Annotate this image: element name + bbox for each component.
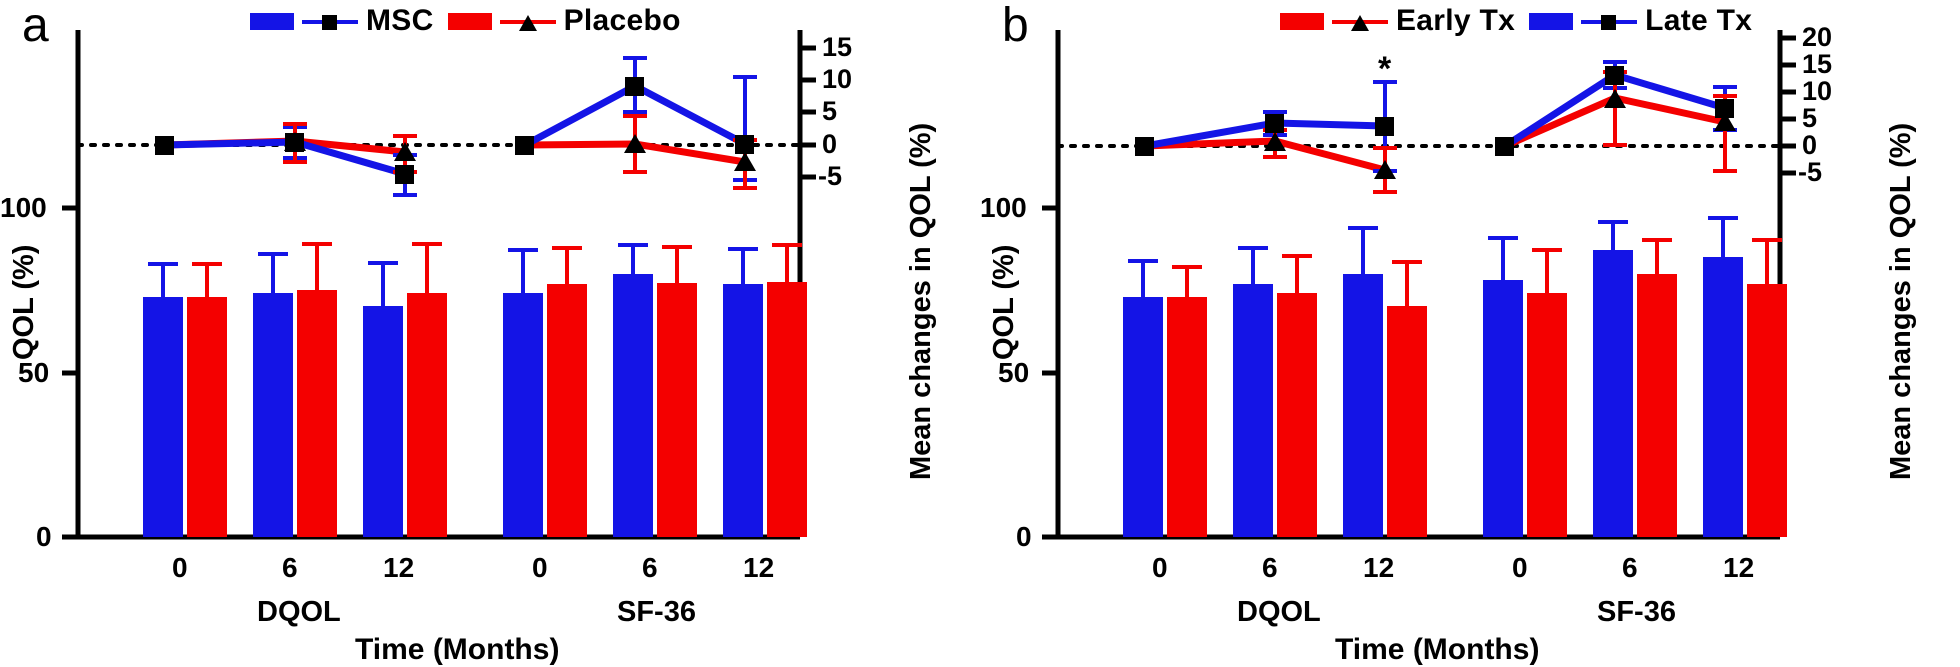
panel-b-ytick-100: 100 <box>980 192 1027 223</box>
panel-b-xtick-sf36-12: 12 <box>1723 552 1755 583</box>
panel-a-y2tick-15: 15 <box>822 32 853 62</box>
panel-a-ytick-50: 50 <box>18 357 50 388</box>
legend-line-early-tx <box>1332 11 1388 31</box>
panel-b-xtick-sf36-6: 6 <box>1622 552 1638 583</box>
panel-b-plot <box>1042 30 1796 540</box>
triangle-marker-icon <box>518 15 537 31</box>
legend-bar-swatch-late-tx <box>1529 12 1574 30</box>
legend-label-msc: MSC <box>366 4 434 37</box>
panel-a-xtick-sf36-0: 0 <box>532 552 548 583</box>
panel-a-y2tick-0: 0 <box>822 129 838 159</box>
triangle-marker-icon <box>1351 15 1369 31</box>
panel-b-group-sf36: SF-36 <box>1597 596 1676 628</box>
legend-line-placebo <box>499 11 556 31</box>
panel-b-xaxis-title: Time (Months) <box>1335 633 1540 666</box>
panel-a-y2tick-5: 5 <box>822 96 838 126</box>
panel-b-xtick-dqol-12: 12 <box>1363 552 1395 583</box>
panel-b-xtick-sf36-0: 0 <box>1512 552 1528 583</box>
panel-b-letter: b <box>1002 0 1029 52</box>
panel-a-letter: a <box>22 0 49 52</box>
panel-a-ytick-0: 0 <box>36 521 52 552</box>
panel-b-y2tick-20: 20 <box>1802 22 1833 52</box>
panel-a-yaxis-title: QOL (%) <box>8 244 40 360</box>
square-marker-icon <box>322 15 337 30</box>
panel-a: a MSC Placebo <box>0 0 980 667</box>
panel-a-ytick-100: 100 <box>0 192 47 223</box>
panel-b-xtick-dqol-6: 6 <box>1262 552 1278 583</box>
panel-a-xtick-sf36-12: 12 <box>743 552 775 583</box>
panel-a-y2tick-10: 10 <box>822 64 853 94</box>
panel-a-y2axis-title: Mean changes in QOL (%) <box>905 122 937 480</box>
legend-line-late-tx <box>1581 11 1638 31</box>
panel-b-group-dqol: DQOL <box>1237 596 1321 628</box>
panel-a-group-dqol: DQOL <box>257 596 341 628</box>
panel-b: b Early Tx Late Tx <box>980 0 1960 667</box>
panel-a-plot <box>62 30 816 540</box>
panel-b-y2axis-title: Mean changes in QOL (%) <box>1885 122 1917 480</box>
panel-b-yaxis-title: QOL (%) <box>988 244 1020 360</box>
legend-bar-swatch-early-tx <box>1280 12 1324 30</box>
panel-a-xtick-dqol-6: 6 <box>282 552 298 583</box>
panel-a-y2tick-n5: -5 <box>818 161 843 191</box>
legend-entry-late-tx: Late Tx <box>1529 4 1752 38</box>
legend-entry-early-tx: Early Tx <box>1280 4 1515 38</box>
panel-b-y2tick-15: 15 <box>1802 49 1833 79</box>
panel-a-xtick-dqol-12: 12 <box>383 552 415 583</box>
panel-a-xaxis-title: Time (Months) <box>355 633 560 666</box>
legend-entry-msc: MSC <box>250 4 434 38</box>
panel-b-y2tick-5: 5 <box>1802 103 1818 133</box>
panel-a-xtick-dqol-0: 0 <box>172 552 188 583</box>
panel-b-legend: Early Tx Late Tx <box>1280 4 1752 38</box>
panel-a-legend: MSC Placebo <box>250 4 681 38</box>
panel-b-y2tick-10: 10 <box>1802 76 1833 106</box>
legend-label-early-tx: Early Tx <box>1396 4 1516 37</box>
panel-b-y2tick-n5: -5 <box>1798 157 1823 187</box>
legend-bar-swatch-msc <box>250 12 294 30</box>
panel-b-xtick-dqol-0: 0 <box>1152 552 1168 583</box>
panel-b-ytick-0: 0 <box>1016 521 1032 552</box>
legend-label-placebo: Placebo <box>563 4 681 37</box>
panel-b-significance-star: * <box>1378 50 1392 88</box>
legend-label-late-tx: Late Tx <box>1645 4 1753 37</box>
legend-entry-placebo: Placebo <box>447 4 681 38</box>
panel-a-xtick-sf36-6: 6 <box>642 552 658 583</box>
legend-bar-swatch-placebo <box>447 12 492 30</box>
legend-line-msc <box>302 11 358 31</box>
panel-a-group-sf36: SF-36 <box>617 596 696 628</box>
square-marker-icon <box>1601 15 1617 30</box>
panel-b-y2tick-0: 0 <box>1802 130 1818 160</box>
panel-b-ytick-50: 50 <box>998 357 1030 388</box>
